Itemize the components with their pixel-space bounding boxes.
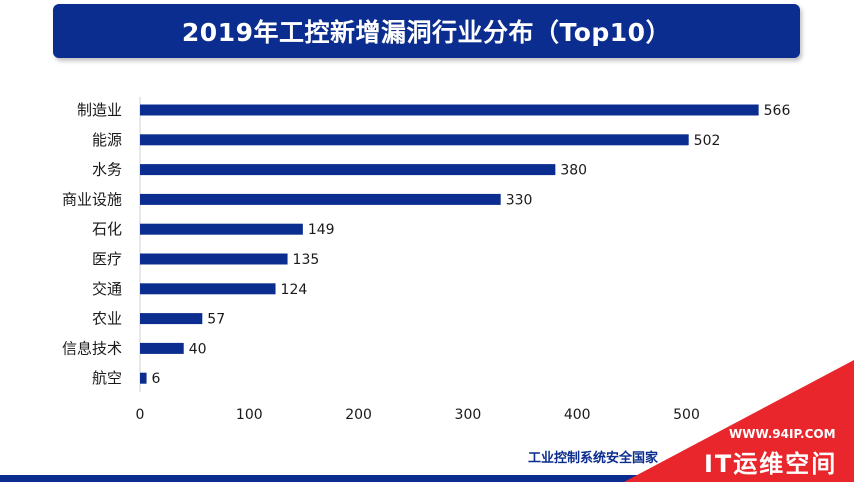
category-label: 能源 [92,131,122,149]
category-label: 交通 [92,280,122,298]
data-label: 6 [152,371,161,387]
category-label: 水务 [92,161,122,179]
data-label: 330 [506,192,533,208]
x-tick-label: 400 [564,407,591,423]
x-tick-label: 0 [136,407,145,423]
bar [140,372,147,384]
x-tick-label: 200 [345,407,372,423]
data-label: 149 [308,222,335,238]
category-label: 石化 [92,220,122,238]
bar [140,253,288,265]
bottom-bar [0,475,854,482]
category-label: 航空 [92,369,122,387]
x-tick-label: 100 [236,407,263,423]
bar [140,104,759,116]
bar [140,342,184,354]
category-label: 医疗 [92,250,122,268]
bar [140,134,689,146]
watermark-logo: WWW.94IP.COM IT运维空间 [624,360,854,482]
data-label: 502 [694,133,721,149]
title-banner: 2019年工控新增漏洞行业分布（Top10） [53,4,800,58]
source-note: 工业控制系统安全国家 [528,451,659,466]
bar [140,164,556,176]
data-label: 124 [281,282,308,298]
category-label: 农业 [92,310,122,328]
bar [140,313,203,325]
watermark-triangle [624,360,854,482]
watermark-brand: IT运维空间 [704,450,837,478]
chart-title: 2019年工控新增漏洞行业分布（Top10） [181,18,672,47]
bar [140,193,501,205]
category-label: 信息技术 [62,339,122,357]
bar [140,223,303,235]
data-label: 380 [560,163,587,179]
data-label: 40 [189,341,207,357]
category-label: 商业设施 [62,190,122,208]
x-tick-label: 500 [673,407,700,423]
watermark-url: WWW.94IP.COM [729,427,836,441]
bar [140,283,276,295]
data-label: 566 [764,103,791,119]
category-label: 制造业 [77,101,122,119]
data-label: 135 [293,252,320,268]
data-label: 57 [207,312,225,328]
x-tick-label: 300 [455,407,482,423]
